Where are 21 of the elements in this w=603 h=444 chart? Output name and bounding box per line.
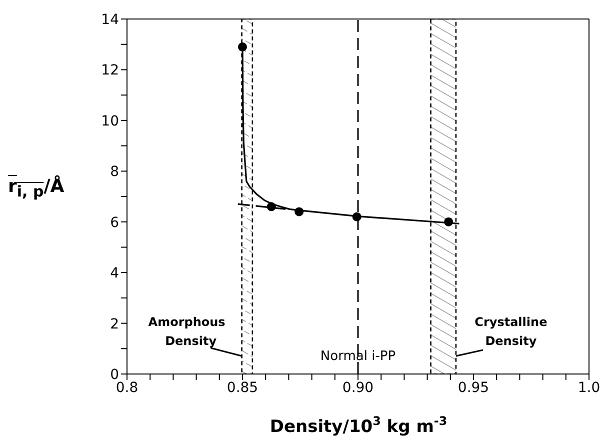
y-axis-title: r$_{i, p}$/Å	[8, 176, 64, 201]
y-tick-label: 4	[110, 266, 120, 282]
x-axis-title: Density/10$^{3}$ kg m$^{-3}$	[270, 414, 448, 437]
y-tick-label: 2	[110, 316, 119, 332]
x-tick-label: 1.0	[578, 380, 600, 396]
y-tick-label: 12	[101, 62, 119, 79]
x-tick-label: 0.95	[458, 380, 490, 396]
y-tick-label: 10	[101, 113, 119, 130]
band-label: Crystalline Density	[474, 315, 548, 348]
point	[238, 42, 248, 52]
band-label: Amorphous Density	[148, 315, 226, 348]
y-tick-label: 6	[110, 214, 120, 231]
point	[294, 207, 304, 216]
x-tick-label: 0.90	[342, 380, 374, 396]
y-tick-label: 14	[101, 12, 120, 28]
x-tick-label: 0.85	[226, 380, 258, 396]
point	[444, 217, 454, 226]
point	[266, 202, 276, 212]
y-tick-label: 8	[110, 164, 119, 180]
point	[352, 212, 362, 222]
ref-line-label: Normal i-PP	[320, 349, 396, 364]
